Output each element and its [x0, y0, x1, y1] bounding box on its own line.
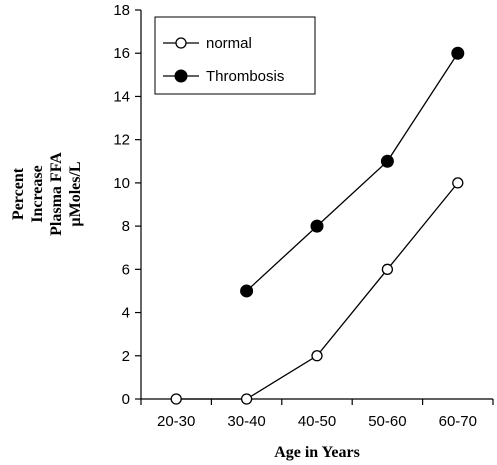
y-tick-label: 16 [113, 45, 130, 62]
y-tick-label: 12 [113, 132, 130, 149]
data-point-normal [311, 350, 323, 362]
x-axis-title: Age in Years [274, 444, 360, 461]
x-axis-ticks: 20-30 30-40 40-50 50-60 60-70 [140, 399, 494, 430]
series-thrombosis [240, 46, 465, 298]
legend-marker-thrombosis [174, 69, 188, 83]
data-point-normal [381, 263, 394, 275]
y-tick-label: 14 [113, 88, 130, 105]
x-tick-label: 40-50 [298, 413, 336, 430]
legend-label-normal: normal [206, 35, 252, 52]
y-tick-label: 10 [113, 175, 130, 192]
legend: normal Thrombosis [154, 16, 316, 95]
series-layer [170, 46, 465, 405]
y-tick-label: 18 [113, 2, 130, 19]
y-axis-title-line: Plasma FFA [48, 152, 65, 236]
y-tick-label: 6 [122, 261, 130, 278]
data-point-normal [452, 177, 464, 189]
y-axis-title-line: µMoles/L [67, 161, 84, 226]
legend-marker-normal [175, 37, 187, 49]
series-line-normal [176, 182, 459, 400]
x-tick-label: 20-30 [157, 413, 195, 430]
data-point-thrombosis [451, 46, 465, 60]
series-line-thrombosis [246, 52, 459, 292]
y-axis-title-line: Increase [29, 165, 46, 222]
y-tick-label: 2 [122, 348, 130, 365]
data-point-thrombosis [240, 284, 254, 298]
data-point-normal [240, 393, 253, 405]
series-normal [170, 177, 464, 405]
x-tick-label: 60-70 [439, 413, 477, 430]
data-point-thrombosis [310, 219, 324, 233]
y-tick-label: 0 [122, 391, 130, 408]
y-tick-label: 8 [122, 218, 130, 235]
y-axis-title-line: Percent [10, 167, 27, 220]
x-tick-label: 50-60 [368, 413, 406, 430]
y-axis-title: Percent Increase Plasma FFA µMoles/L [10, 152, 84, 236]
y-axis-ticks: 0 2 4 6 8 10 12 14 16 18 [113, 2, 141, 408]
data-point-thrombosis [380, 154, 394, 168]
legend-label-thrombosis: Thrombosis [206, 68, 284, 85]
data-point-normal [170, 393, 182, 405]
y-tick-label: 4 [122, 305, 130, 322]
x-tick-label: 30-40 [227, 413, 265, 430]
